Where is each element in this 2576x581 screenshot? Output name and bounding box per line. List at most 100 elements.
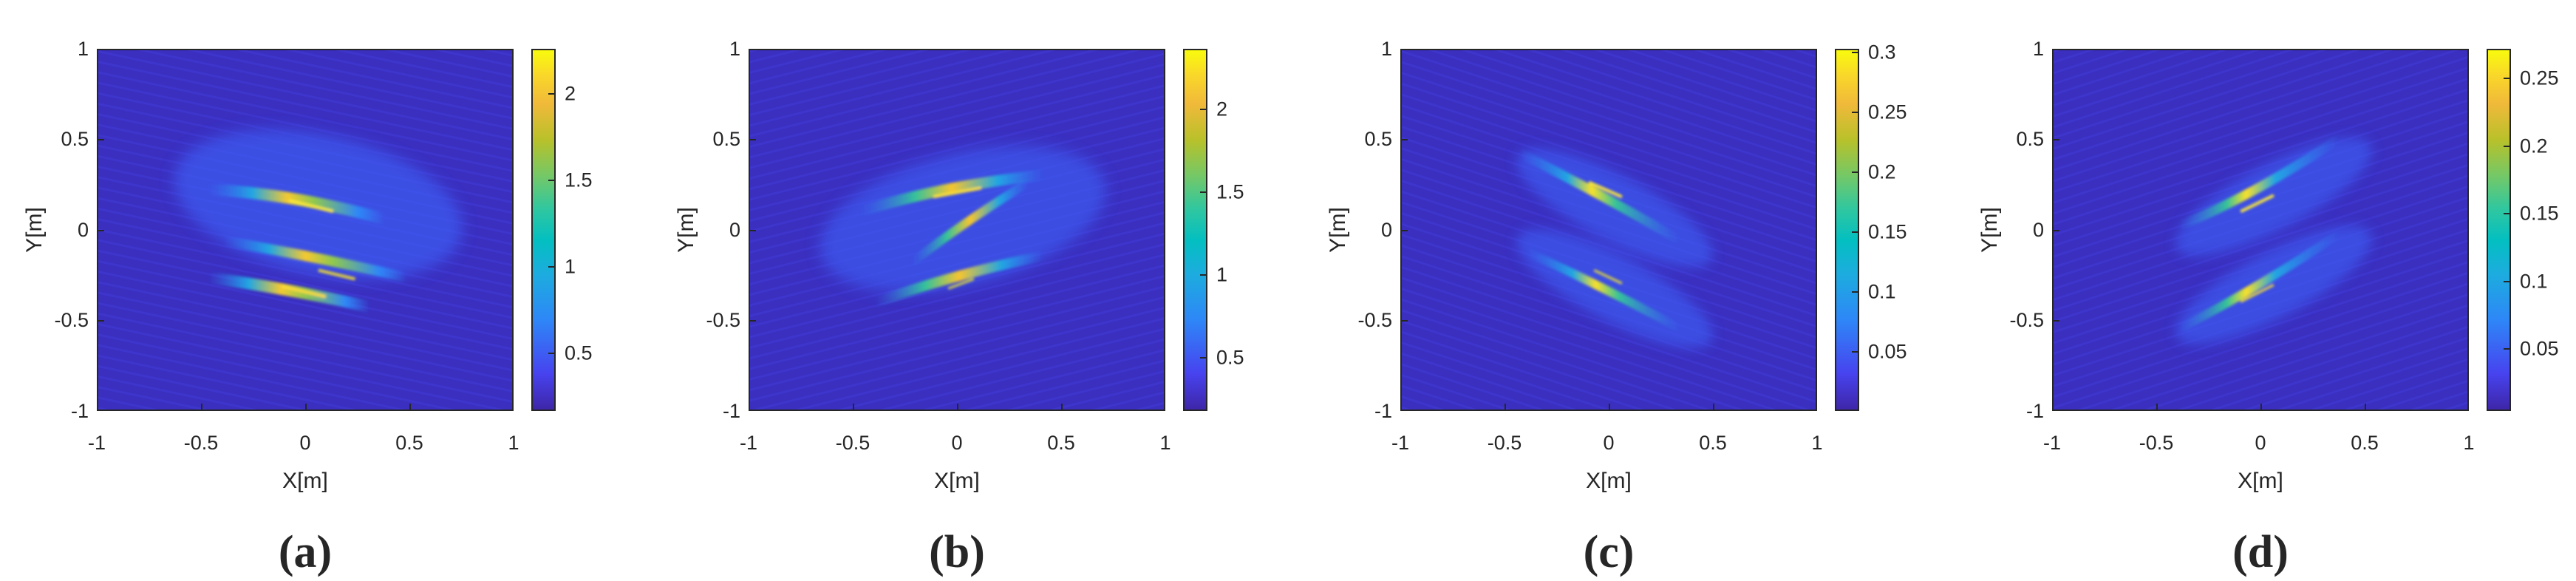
colorbar-tick-label: 0.2	[1868, 160, 1896, 183]
colorbar-tick-label: 0.05	[2520, 337, 2559, 360]
colorbar-tickmark	[1200, 191, 1206, 193]
y-tick: 0	[2032, 219, 2044, 241]
x-tickmark	[409, 404, 411, 411]
colorbar-tickmark	[2504, 146, 2509, 147]
colorbar-tickmark	[1852, 52, 1858, 53]
x-tick: -0.5	[2139, 432, 2174, 454]
x-tickmark	[1609, 404, 1610, 411]
panel-caption: (d)	[2232, 527, 2289, 577]
x-axis-label: X[m]	[934, 469, 980, 493]
y-tick: 0	[77, 219, 89, 241]
x-tick: -1	[87, 432, 106, 454]
y-tick: 1	[77, 38, 89, 60]
y-tickmark	[97, 320, 104, 322]
y-tickmark	[2052, 320, 2059, 322]
x-axis-label: X[m]	[1586, 469, 1632, 493]
panel-caption: (c)	[1583, 527, 1635, 577]
y-tickmark	[1400, 230, 1408, 231]
x-tick: 1	[2463, 432, 2475, 454]
x-tickmark	[1505, 404, 1506, 411]
x-tick: 0	[951, 432, 963, 454]
x-tick: 0.5	[1699, 432, 1727, 454]
y-tick: 1	[729, 38, 740, 60]
colorbar-tickmark	[548, 266, 554, 268]
y-tick: 1	[1380, 38, 1392, 60]
x-tickmark	[1713, 404, 1714, 411]
heatmap-image	[1402, 50, 1816, 410]
y-tick: 0.5	[2016, 128, 2044, 150]
colorbar-tickmark	[1200, 109, 1206, 110]
colorbar	[531, 49, 556, 411]
colorbar-tick-label: 0.1	[2520, 270, 2548, 293]
colorbar-tickmark	[1852, 231, 1858, 233]
colorbar-tick-label: 0.1	[1868, 280, 1896, 303]
x-axis-label: X[m]	[2238, 469, 2283, 493]
x-tick: 0.5	[395, 432, 423, 454]
x-tick: 0	[299, 432, 311, 454]
heatmap-axes	[2052, 49, 2469, 411]
panel-caption: (a)	[278, 527, 333, 577]
y-tick: 0.5	[1364, 128, 1392, 150]
x-tick: -0.5	[835, 432, 870, 454]
x-axis-label: X[m]	[282, 469, 328, 493]
colorbar-tickmark	[1852, 351, 1858, 353]
x-tick: -1	[739, 432, 757, 454]
colorbar-tickmark	[548, 353, 554, 354]
heatmap-image	[98, 50, 512, 410]
y-tick: 1	[2032, 38, 2044, 60]
colorbar-tick-label: 1	[565, 255, 576, 278]
y-tickmark	[749, 139, 756, 140]
panel-c: Y[m] 1 0.5 0 -0.5 -1	[1304, 0, 1955, 581]
heatmap-axes	[1400, 49, 1817, 411]
y-tickmark	[97, 230, 104, 231]
y-tick: -1	[70, 400, 89, 422]
x-tickmark	[853, 404, 854, 411]
y-tickmark	[749, 230, 756, 231]
panel-a: Y[m] 1 0.5 0 -0.5 -1	[0, 0, 652, 581]
y-tick: 0	[1380, 219, 1392, 241]
colorbar	[1835, 49, 1859, 411]
x-tickmark	[1061, 404, 1063, 411]
panel-b: Y[m] 1 0.5 0 -0.5 -1	[652, 0, 1304, 581]
y-tick: 0	[729, 219, 740, 241]
colorbar-tick-label: 1	[1216, 263, 1228, 286]
y-axis-label: Y[m]	[674, 207, 698, 253]
x-tick: 1	[1811, 432, 1823, 454]
x-tick: 0.5	[2351, 432, 2379, 454]
y-tickmark	[1400, 320, 1408, 322]
y-tickmark	[1400, 139, 1408, 140]
y-tick: -0.5	[1357, 309, 1392, 331]
heatmap-axes	[97, 49, 514, 411]
y-tick: 0.5	[61, 128, 89, 150]
colorbar-tick-label: 0.2	[2520, 135, 2548, 157]
y-tickmark	[97, 139, 104, 140]
colorbar-tickmark	[548, 180, 554, 181]
colorbar-tickmark	[2504, 213, 2509, 214]
x-tick: 0	[2255, 432, 2266, 454]
colorbar-tickmark	[2504, 348, 2509, 350]
y-tick: -0.5	[2009, 309, 2044, 331]
y-axis-label: Y[m]	[22, 207, 47, 253]
colorbar-tickmark	[1852, 291, 1858, 293]
colorbar-tick-label: 0.5	[565, 342, 593, 364]
y-tick: -1	[2025, 400, 2044, 422]
colorbar-tick-label: 0.3	[1868, 41, 1896, 64]
colorbar-tickmark	[1852, 112, 1858, 113]
x-tick: 0.5	[1047, 432, 1075, 454]
heatmap-image	[2054, 50, 2467, 410]
colorbar-tick-label: 2	[1216, 98, 1228, 120]
colorbar-tickmark	[548, 93, 554, 95]
colorbar-tickmark	[1200, 274, 1206, 276]
y-tickmark	[2052, 139, 2059, 140]
y-tick: 0.5	[712, 128, 740, 150]
x-tickmark	[957, 404, 958, 411]
y-axis-label: Y[m]	[1977, 207, 2002, 253]
y-tick: -1	[722, 400, 740, 422]
x-tick: -0.5	[183, 432, 219, 454]
x-tickmark	[201, 404, 202, 411]
colorbar-tick-label: 0.05	[1868, 340, 1907, 363]
colorbar-tick-label: 1.5	[1216, 180, 1244, 203]
panel-d: Y[m] 1 0.5 0 -0.5 -1	[1955, 0, 2576, 581]
x-tick: 0	[1603, 432, 1615, 454]
x-tickmark	[2365, 404, 2366, 411]
